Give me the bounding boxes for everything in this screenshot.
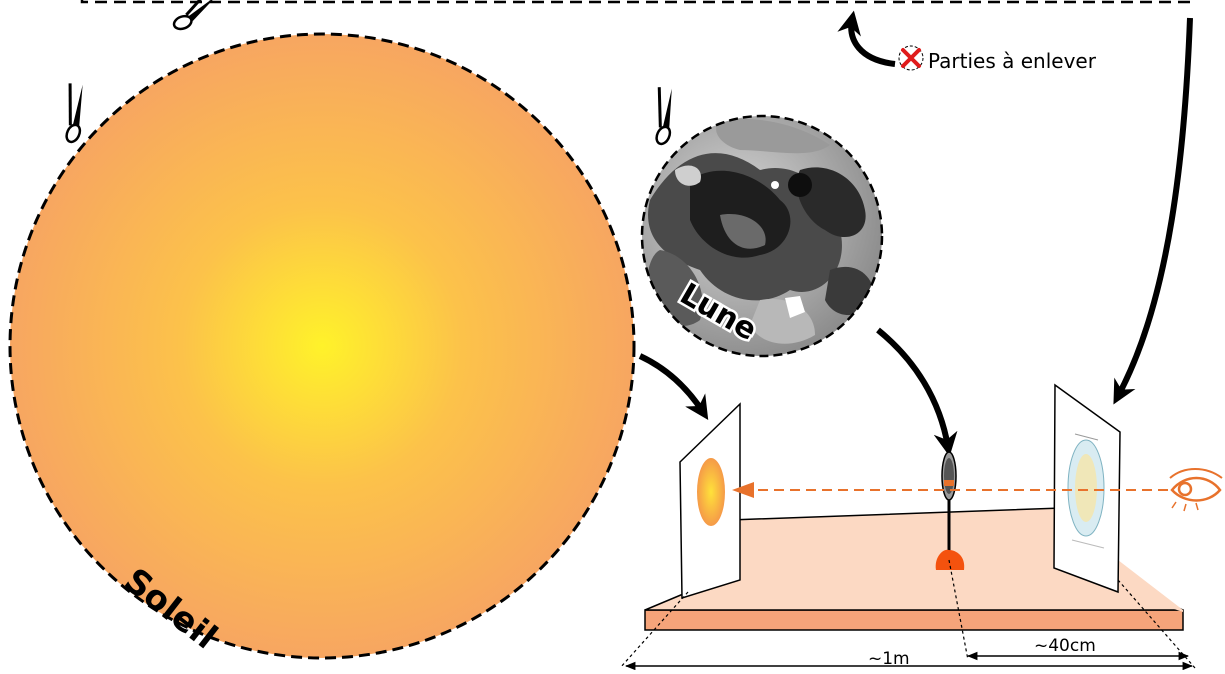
moon-arrow	[876, 327, 958, 457]
distance-partial-label: ~40cm	[1034, 636, 1096, 656]
remove-label: Parties à enlever	[928, 49, 1097, 73]
observer-screen	[1053, 383, 1121, 594]
removable-strip	[80, 0, 1197, 4]
sun-arrow	[638, 353, 709, 421]
remove-note: Parties à enlever	[837, 10, 1097, 73]
moon-cutout: Lune	[640, 114, 884, 358]
dimension-lines: ~40cm ~1m	[619, 559, 1196, 671]
eye-icon	[1169, 468, 1223, 512]
scissors-icon	[655, 87, 672, 146]
scissors-icon	[65, 83, 83, 144]
sightline	[732, 482, 1168, 498]
strip-arrow	[1113, 17, 1193, 405]
sun-cutout: Soleil	[8, 32, 636, 660]
cross-circle-icon	[898, 45, 924, 71]
moon-stand	[935, 451, 965, 570]
sun-screen	[679, 402, 741, 600]
scissors-icon	[172, 0, 218, 31]
distance-total-label: ~1m	[868, 649, 910, 669]
